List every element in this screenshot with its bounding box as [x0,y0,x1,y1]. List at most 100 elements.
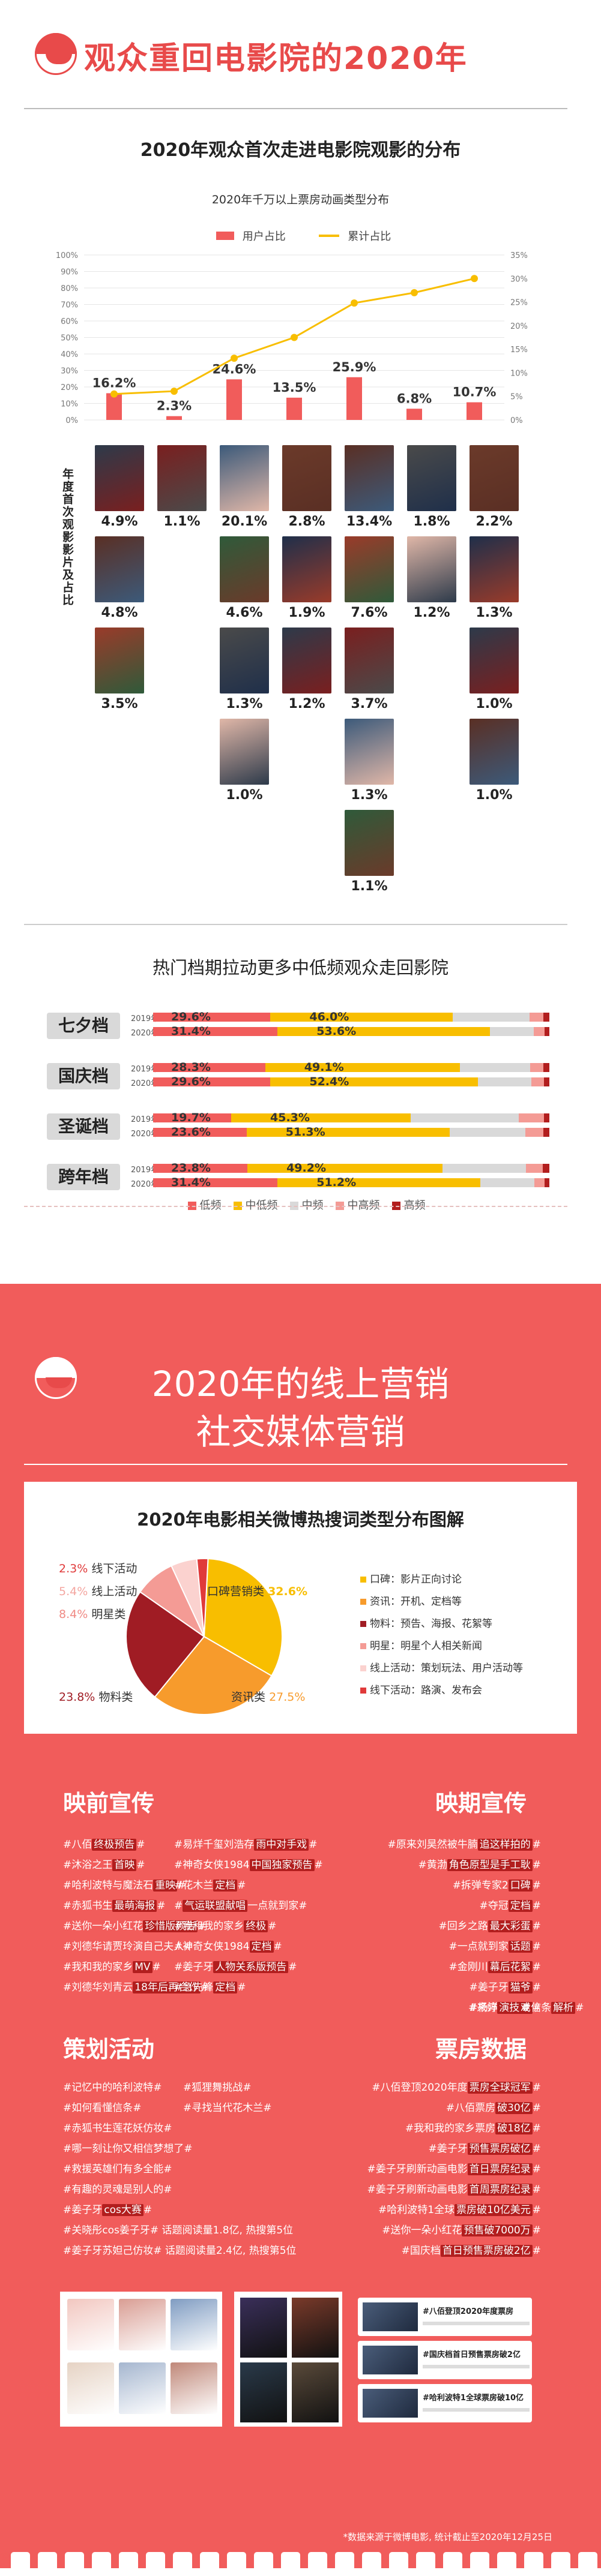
movie-poster [345,536,394,602]
y-tick-left: 20% [61,383,78,392]
hashtag-highlight: 口碑 [508,1880,533,1892]
bar-segment-低频 [153,1027,278,1036]
bar-segment-中低频 [246,1128,450,1137]
legend-text: 口碑：影片正向讨论 [370,1574,462,1586]
hashtag: #回乡之路 最大彩蛋 # [439,1917,541,1932]
hashtag: #八佰票房 破30亿 # [446,2099,541,2114]
hashtag-text: #狐狸舞挑战# [183,2082,252,2094]
hashtag-highlight: 首映 [112,1859,137,1871]
person-thumbnail [171,2299,217,2350]
hashtag-text: #刘德华请贾玲演自己夫人 [63,1941,184,1953]
hashtag: #沐浴之王 首映 # [63,1856,145,1871]
divider [24,108,567,109]
poster-thumbnail [240,2298,287,2358]
bar-segment-低频 [153,1013,271,1022]
hashtag: #八佰登顶2020年度 票房全球冠军 # [372,2079,541,2094]
perforation-square [11,2552,30,2571]
page-title: 观众重回电影院的2020年 [84,41,468,77]
poster-share: 1.3% [226,696,263,711]
perforation-square [470,2552,489,2571]
film-reel-icon [35,33,77,75]
bar-segment-高频 [543,1128,549,1137]
hashtag-text: # [200,1981,210,1993]
hashtag-highlight: 猫爷 [508,1981,533,1993]
line-point [351,299,358,307]
hashtag-highlight: 最萌海报 [112,1900,157,1912]
y-tick-right: 30% [510,275,528,284]
holiday-legend: 低频 中低频 中频 中高频 高频 [0,1197,601,1212]
hashtag-text: #八佰登顶2020年度 [372,2082,468,2094]
bar-segment-低频 [153,1077,271,1086]
bar-segment-中高频 [531,1077,544,1086]
bar-segment-中高频 [530,1063,544,1072]
segment-label: 31.4% [171,1025,211,1038]
bar-segment-低频 [153,1128,247,1137]
line-point [171,388,178,395]
year-label: 2019年 [131,1014,159,1023]
holiday-label: 国庆档 [47,1063,120,1089]
hashtag: #哈利波特与魔法石 重映 # [63,1877,186,1892]
perforation-square [173,2552,192,2571]
hashtag-text: #姜子牙 [174,1961,214,1973]
hashtag-highlight: 解析 [551,2002,576,2014]
movie-poster [407,536,456,602]
hashtag-text: # [532,2082,541,2094]
y-tick-right: 0% [510,416,523,425]
pie-legend-item: 物料：预告、海报、花絮等 [360,1615,492,1630]
legend-swatch-line [319,235,340,237]
bar-segment-中高频 [526,1164,543,1173]
legend-label: 中低频 [245,1199,278,1212]
pie-legend-item: 线下活动：路演、发布会 [360,1682,482,1697]
y-tick-left: 90% [61,268,78,277]
y-tick-right: 35% [510,251,528,260]
poster-share: 1.0% [476,788,513,803]
y-tick-left: 100% [56,251,78,260]
chart-legend: 用户占比 累计占比 [216,228,391,244]
poster-share: 1.0% [476,696,513,711]
hashtag-text: # [288,1961,297,1973]
bar [226,379,242,420]
bar-segment-高频 [543,1077,549,1086]
legend-dot [360,1688,366,1694]
perforation-square [524,2552,543,2571]
bar [106,393,122,420]
perforation-square [389,2552,408,2571]
bar-segment-中频 [459,1063,531,1072]
holiday-label: 七夕档 [47,1013,120,1039]
hashtag: #如何看懂信条# [63,2099,142,2114]
pie-value: 32.6% [268,1585,307,1598]
bar-segment-中高频 [525,1128,544,1137]
poster-share: 2.2% [476,514,513,529]
hashtag-highlight: 预售破7000万 [462,2224,533,2236]
hashtag-highlight: 气运联盟献唱 [183,1900,248,1912]
pie-label-material: 23.8% 物料类 [59,1688,133,1704]
segment-label: 53.6% [316,1025,357,1038]
hashtag-highlight: 首日预售票房破2亿 [440,2245,533,2257]
hashtag-text: #夺冠 [479,1900,509,1912]
hashtag-text: #刘德华刘青云 [63,1981,133,1993]
movie-poster [220,445,269,511]
hashtag: #姜子牙 猫爷 # [470,1978,541,1993]
bar-segment-高频 [545,1027,549,1036]
bar [166,416,182,420]
pie-value: 23.8% [59,1691,95,1704]
segment-label: 23.8% [171,1161,211,1175]
chart-title: 2020年千万以上票房动画类型分布 [211,193,390,206]
poster-share: 3.7% [351,696,388,711]
hashtag-text: #姜子牙刷新动画电影 [367,2184,468,2196]
segment-label: 29.6% [171,1010,211,1023]
hashtag-highlight: 首日票房纪录 [467,2163,533,2175]
hashtag-text: # [532,2002,541,2014]
hashtag-text: #送你一朵小红花 [63,1920,143,1932]
hashtag: #金刚川 幕后花絮 # [449,1958,541,1973]
bar-segment-中低频 [270,1013,453,1022]
legend-text: 明星：明星个人相关新闻 [370,1640,482,1652]
person-thumbnail [67,2362,114,2414]
y-tick-left: 10% [61,400,78,409]
legend-label: 低频 [199,1199,222,1212]
hashtag: #寻找当代花木兰# [183,2099,272,2114]
hashtag-text: #姜子牙 [63,2204,103,2216]
pie-value: 5.4% [59,1585,88,1598]
movie-poster [220,628,269,693]
hashtag: #原来刘昊然被牛腩 追这样拍的 # [388,1836,541,1851]
